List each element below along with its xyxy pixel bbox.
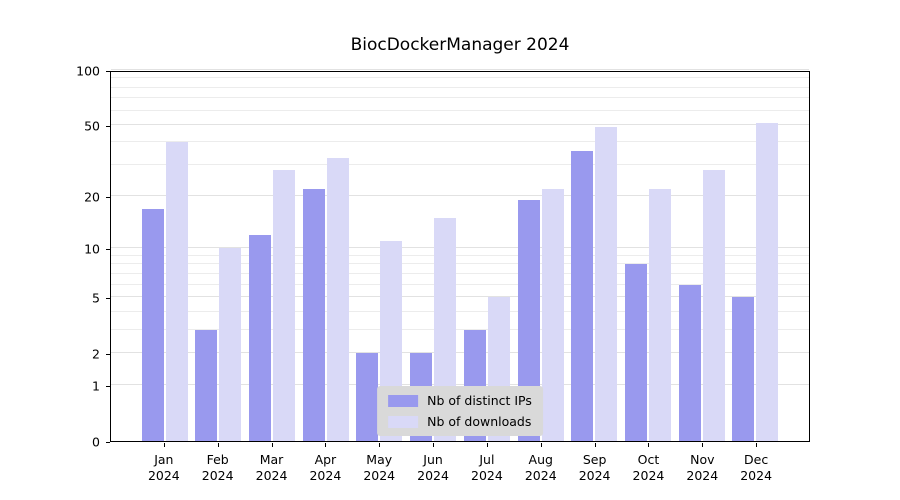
x-tick-label: Apr 2024 — [309, 452, 342, 484]
x-tick-label: Jun 2024 — [417, 452, 449, 484]
x-tick-mark — [594, 443, 596, 447]
bar-nb-of-downloads-mar — [273, 170, 296, 441]
gridline-major — [111, 123, 809, 125]
y-tick-label: 1 — [92, 378, 100, 394]
x-tick-label: Oct 2024 — [632, 452, 665, 484]
x-tick-label: Jan 2024 — [147, 452, 180, 484]
bar-group-mar — [249, 170, 296, 441]
gridline-major — [111, 384, 809, 386]
bar-nb-of-distinct-ips-apr — [302, 189, 325, 441]
legend-label-downloads: Nb of downloads — [427, 414, 532, 429]
x-tick-label: Dec 2024 — [740, 452, 773, 484]
bar-nb-of-distinct-ips-sep — [571, 151, 594, 441]
bar-nb-of-distinct-ips-dec — [732, 297, 755, 441]
x-tick-label: Nov 2024 — [686, 452, 719, 484]
y-tick-mark — [106, 353, 110, 355]
y-tick-label: 5 — [92, 290, 100, 306]
x-tick-label: Feb 2024 — [201, 452, 234, 484]
y-tick-mark — [106, 197, 110, 199]
x-tick-label: May 2024 — [363, 452, 396, 484]
x-tick-mark — [379, 443, 381, 447]
bar-group-dec — [732, 123, 779, 441]
bar-nb-of-distinct-ips-may — [356, 353, 379, 441]
x-tick-mark — [163, 443, 165, 447]
x-tick-mark — [756, 443, 758, 447]
plot-area: Nb of distinct IPs Nb of downloads — [110, 69, 810, 442]
gridline-major — [111, 195, 809, 197]
gridline-major — [111, 295, 809, 297]
y-tick-label: 20 — [84, 189, 100, 205]
bar-nb-of-downloads-oct — [648, 189, 671, 441]
x-tick-mark — [271, 443, 273, 447]
gridline-minor — [111, 86, 809, 88]
x-tick-label: Aug 2024 — [524, 452, 557, 484]
gridline-major — [111, 69, 809, 70]
bar-nb-of-distinct-ips-aug — [517, 200, 540, 441]
chart-title: BiocDockerManager 2024 — [350, 35, 570, 55]
bar-nb-of-distinct-ips-oct — [624, 264, 647, 441]
y-tick-mark — [106, 71, 110, 72]
gridline-minor — [111, 97, 809, 99]
gridline-minor — [111, 254, 809, 256]
bar-nb-of-downloads-dec — [756, 123, 779, 441]
gridline-minor — [111, 272, 809, 274]
y-tick-mark — [106, 442, 110, 443]
bar-group-sep — [571, 127, 618, 441]
y-tick-mark — [106, 249, 110, 251]
gridline-major — [111, 247, 809, 249]
legend: Nb of distinct IPs Nb of downloads — [377, 386, 543, 436]
y-tick-mark — [106, 297, 110, 299]
legend-item-distinct-ips: Nb of distinct IPs — [388, 393, 532, 408]
y-tick-label: 100 — [76, 63, 100, 79]
legend-swatch-distinct-ips — [388, 394, 419, 407]
legend-label-distinct-ips: Nb of distinct IPs — [427, 393, 532, 408]
gridline-minor — [111, 310, 809, 312]
bar-nb-of-downloads-feb — [219, 248, 242, 441]
bar-nb-of-downloads-nov — [702, 170, 725, 441]
gridline-minor — [111, 283, 809, 285]
bar-nb-of-distinct-ips-jan — [141, 209, 164, 441]
x-tick-label: Sep 2024 — [578, 452, 611, 484]
y-tick-mark — [106, 386, 110, 388]
y-tick-label: 10 — [84, 241, 100, 257]
bar-nb-of-downloads-apr — [326, 158, 349, 441]
x-tick-mark — [540, 443, 542, 447]
y-tick-label: 50 — [84, 118, 100, 134]
bar-group-feb — [195, 248, 242, 441]
x-tick-mark — [217, 443, 219, 447]
legend-item-downloads: Nb of downloads — [388, 414, 532, 429]
gridline-minor — [111, 109, 809, 111]
y-tick-label: 0 — [92, 434, 100, 450]
bar-group-aug — [517, 189, 564, 441]
bar-nb-of-downloads-jun — [434, 218, 457, 441]
legend-swatch-downloads — [388, 415, 419, 428]
gridline-minor — [111, 163, 809, 165]
bar-group-oct — [624, 189, 671, 441]
gridline-minor — [111, 263, 809, 265]
bar-nb-of-distinct-ips-mar — [249, 235, 272, 441]
gridline-minor — [111, 141, 809, 143]
x-tick-mark — [702, 443, 704, 447]
y-tick-label: 2 — [92, 346, 100, 362]
x-tick-label: Mar 2024 — [255, 452, 288, 484]
gridline-minor — [111, 77, 809, 79]
y-tick-mark — [106, 125, 110, 127]
bar-nb-of-distinct-ips-nov — [678, 285, 701, 441]
x-tick-mark — [325, 443, 327, 447]
gridline-major — [111, 351, 809, 353]
bar-nb-of-downloads-jan — [165, 142, 188, 441]
x-tick-mark — [486, 443, 488, 447]
bar-nb-of-downloads-sep — [595, 127, 618, 441]
x-tick-mark — [433, 443, 435, 447]
x-tick-mark — [648, 443, 650, 447]
gridline-minor — [111, 328, 809, 330]
bar-group-nov — [678, 170, 725, 441]
bar-nb-of-downloads-aug — [541, 189, 564, 441]
bar-nb-of-distinct-ips-feb — [195, 330, 218, 441]
x-tick-label: Jul 2024 — [471, 452, 503, 484]
bar-group-jan — [141, 142, 188, 441]
bar-group-apr — [302, 158, 349, 441]
